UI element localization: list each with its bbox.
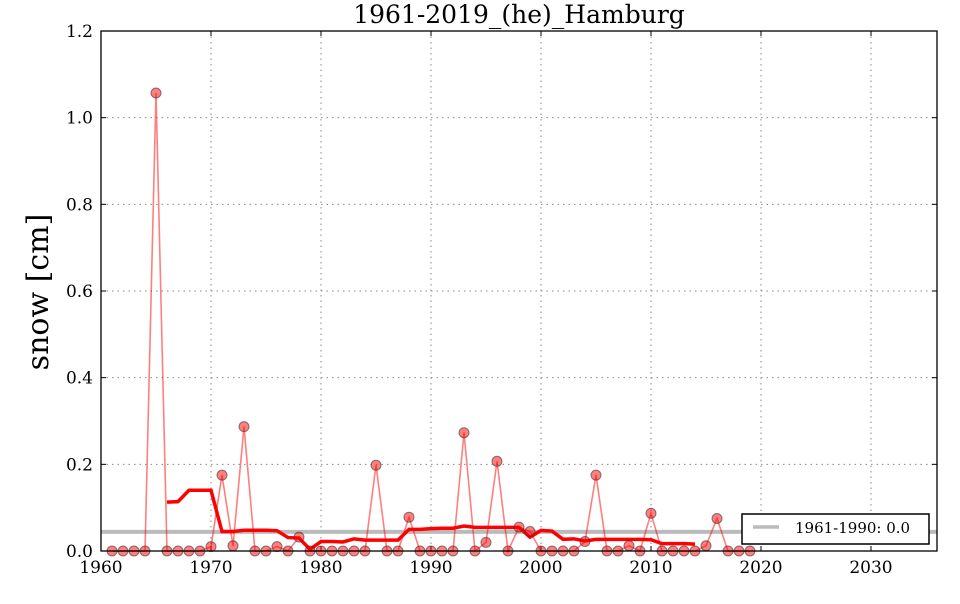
data-point	[216, 469, 228, 481]
y-axis-label: snow [cm]	[21, 214, 56, 371]
data-point	[293, 531, 305, 543]
x-tick-label: 1960	[79, 558, 122, 578]
x-tick-label: 2030	[849, 558, 892, 578]
data-point	[480, 536, 492, 548]
legend-label: 1961-1990: 0.0	[795, 519, 910, 537]
y-tick-label: 0.8	[66, 195, 93, 215]
x-tick-label: 2020	[739, 558, 782, 578]
data-point	[590, 469, 602, 481]
x-tick-label: 2010	[629, 558, 672, 578]
y-tick-label: 0.6	[66, 282, 93, 302]
data-point	[623, 540, 635, 552]
x-tick-label: 2000	[519, 558, 562, 578]
x-tick-label: 1980	[299, 558, 342, 578]
y-tick-label: 0.0	[66, 542, 93, 562]
data-point	[524, 526, 536, 537]
plot-frame	[100, 30, 938, 552]
x-tick-label: 1970	[189, 558, 232, 578]
x-tick-label: 1990	[409, 558, 452, 578]
data-point	[271, 541, 283, 553]
data-point	[645, 507, 657, 519]
ticks: 1960 1970 1980 1990 2000 2010 2020 2030 0.0 0.2 0.…	[66, 22, 937, 578]
data-point	[205, 541, 217, 553]
data-point	[150, 87, 162, 99]
y-tick-label: 0.2	[66, 455, 93, 475]
y-tick-label: 0.4	[66, 369, 93, 389]
data-point	[711, 513, 723, 524]
data-point	[700, 540, 712, 552]
chart-title: 1961-2019_(he)_Hamburg	[353, 0, 685, 29]
data-point	[458, 427, 470, 439]
data-point	[403, 511, 415, 523]
running-mean-line	[166, 488, 696, 552]
data-point	[238, 421, 250, 433]
legend: 1961-1990: 0.0	[741, 513, 930, 545]
data-point	[579, 535, 591, 547]
grid	[101, 31, 937, 551]
data-point	[227, 540, 239, 552]
y-tick-label: 1.0	[66, 109, 93, 129]
y-tick-label: 1.2	[66, 22, 93, 42]
data-point	[513, 521, 525, 533]
data-point	[491, 455, 503, 467]
data-point	[370, 459, 382, 471]
